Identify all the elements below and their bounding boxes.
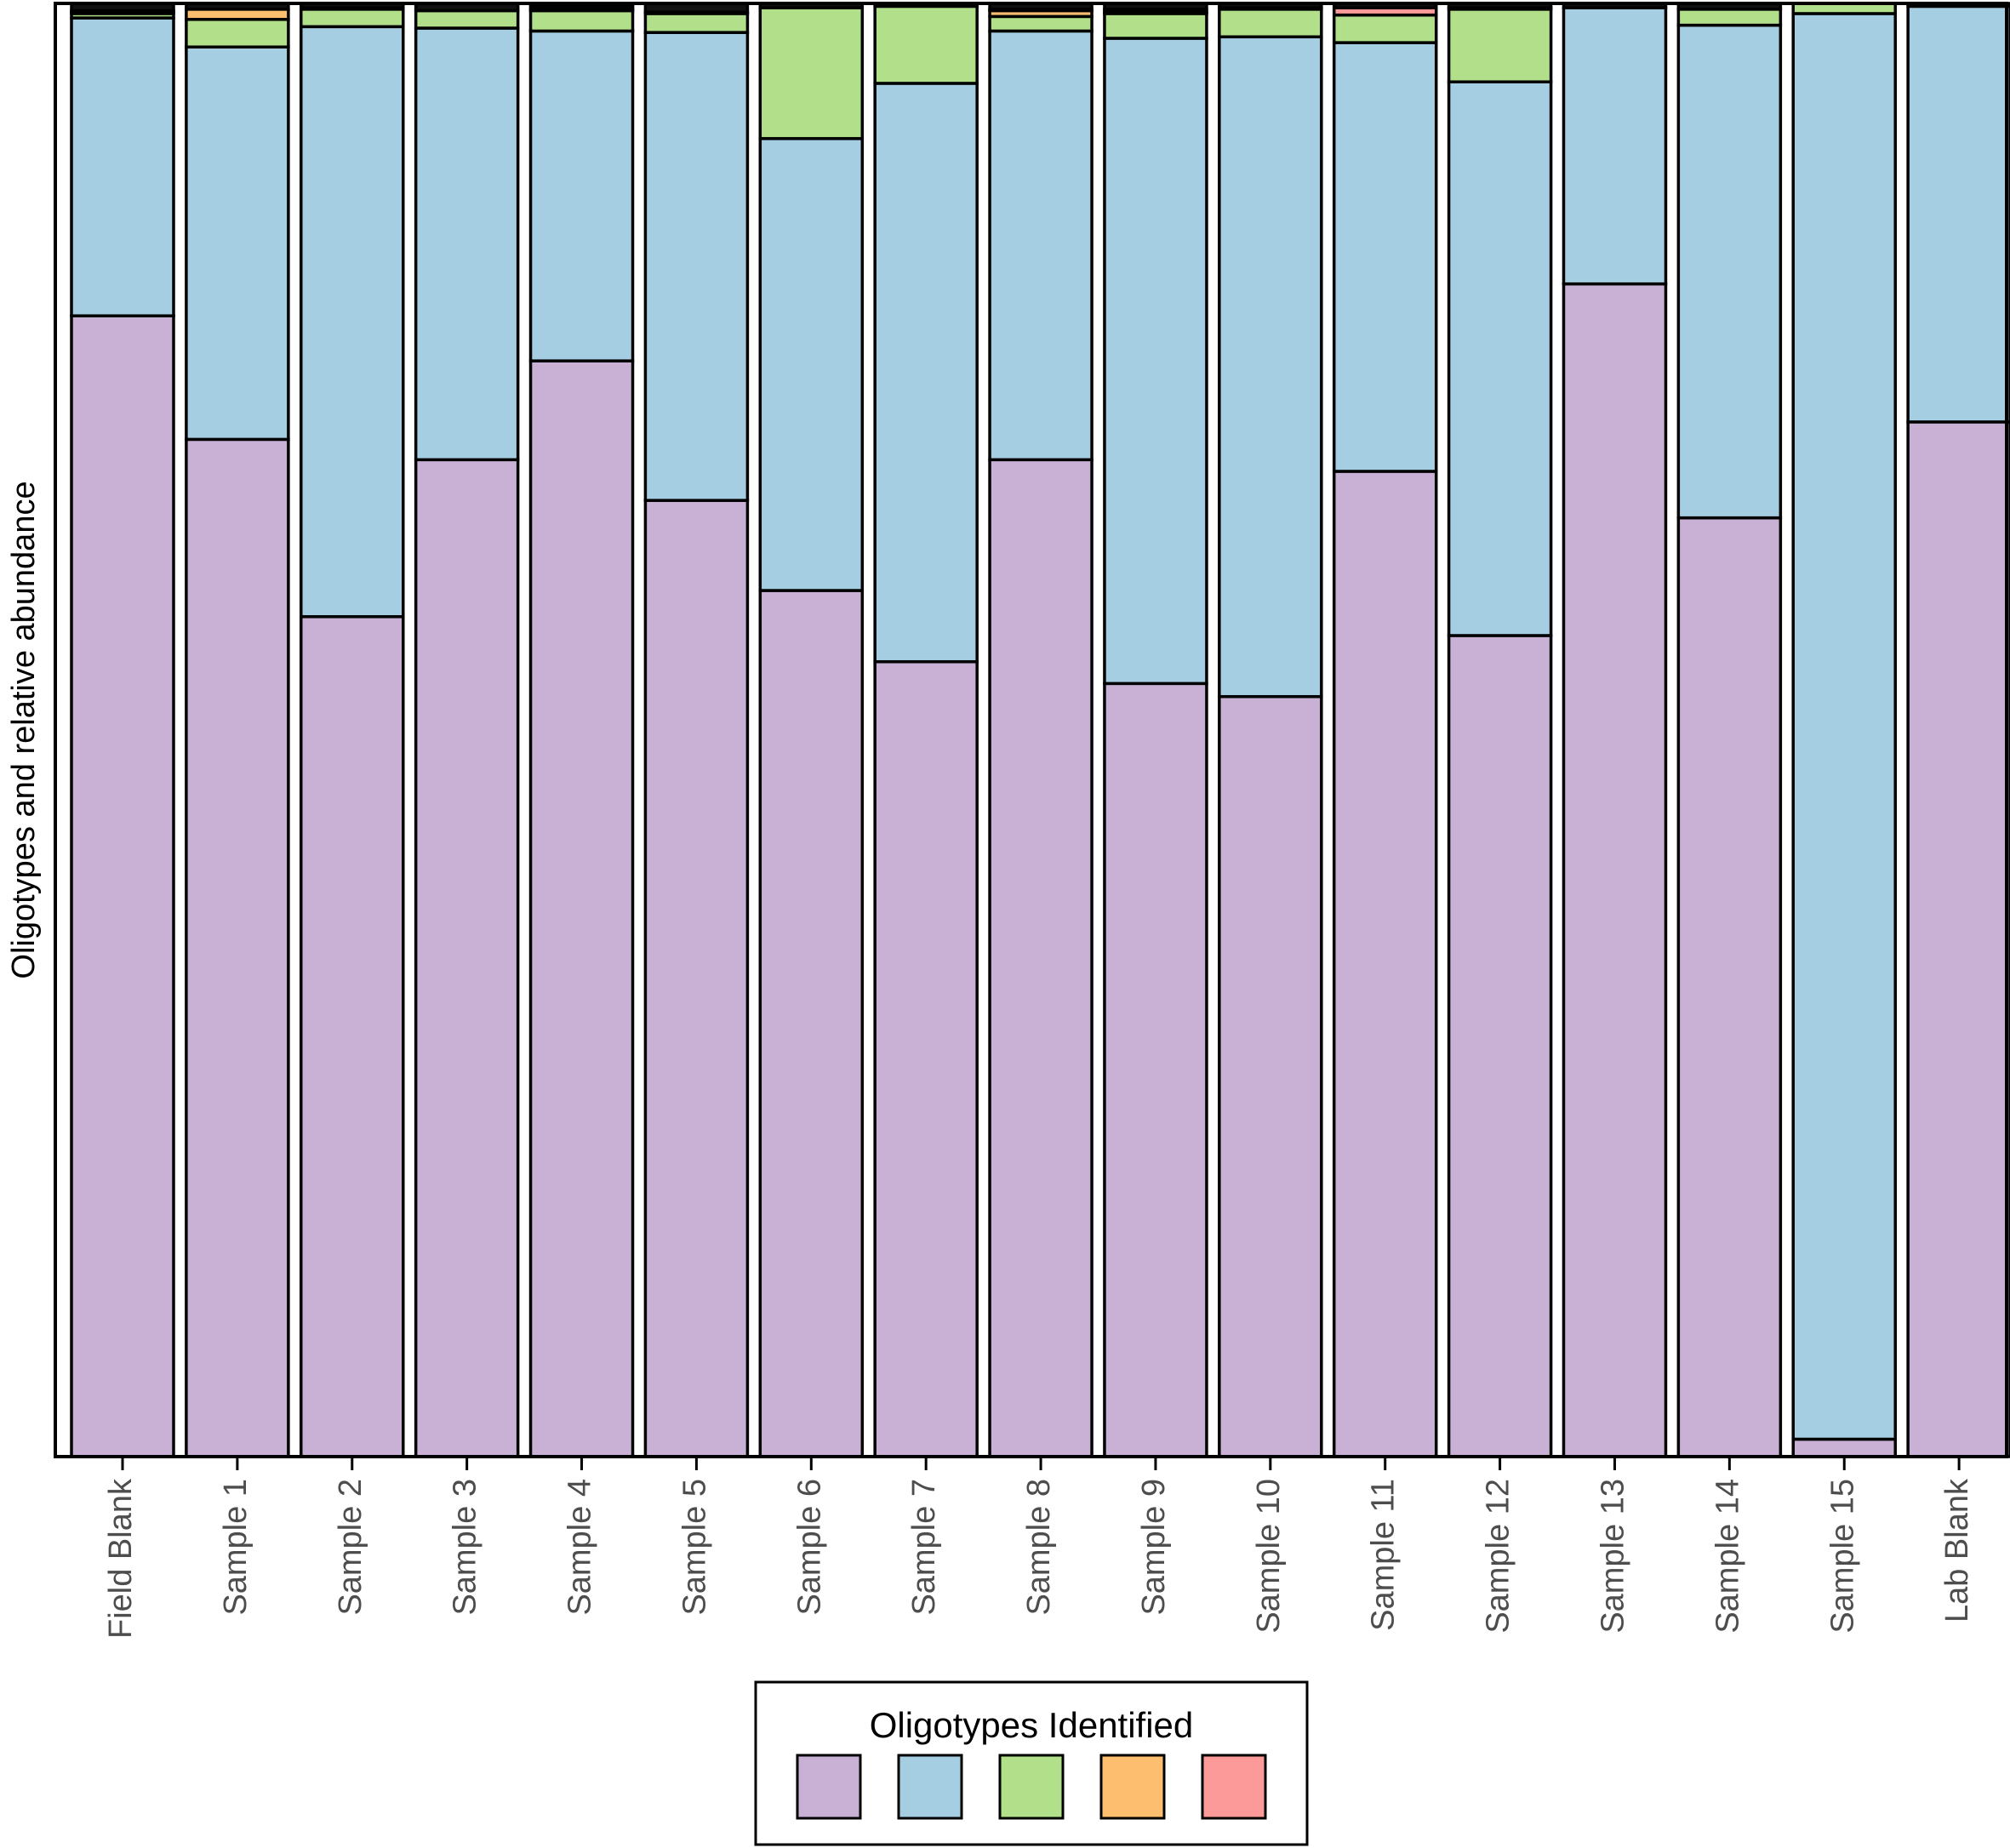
bar-segment-14-series-1	[1562, 282, 1668, 1458]
bar-segment-12-series-2	[1332, 41, 1438, 473]
legend-title: Oligotypes Identified	[870, 1705, 1194, 1745]
x-ticks-layer	[121, 1458, 1961, 1470]
bar-segment-17-series-1	[1906, 420, 2010, 1458]
plot-frame	[54, 2, 2008, 1458]
bar-segment-10-series-2	[1103, 37, 1208, 686]
legend: Oligotypes Identified	[754, 1680, 1309, 1846]
bar-segment-11-series-2	[1218, 35, 1323, 699]
y-axis-label: Oligotypes and relative abundance	[6, 481, 42, 978]
bar-segment-15-series-1	[1676, 516, 1783, 1458]
bar-segment-13-series-2	[1447, 80, 1553, 637]
legend-swatch-5	[1201, 1754, 1267, 1820]
bar-segment-6-series-3	[643, 12, 750, 34]
x-tick-label-15: Sample 14	[1710, 1479, 1745, 1634]
x-tick-label-8: Sample 7	[906, 1479, 942, 1616]
x-tick-label-3: Sample 2	[333, 1479, 368, 1616]
bar-segment-5-series-3	[528, 9, 635, 33]
bar-segment-8-series-1	[873, 659, 979, 1458]
bar-segment-10-series-1	[1103, 682, 1208, 1458]
bar-segment-3-series-3	[300, 8, 405, 29]
x-tick-label-1: Field Blank	[103, 1478, 139, 1639]
x-tick-label-10: Sample 9	[1136, 1479, 1172, 1616]
x-tick-label-9: Sample 8	[1021, 1479, 1057, 1616]
bar-segment-4-series-2	[414, 26, 520, 462]
bar-segment-16-series-1	[1791, 1437, 1897, 1458]
bar-segment-8-series-2	[873, 82, 979, 664]
bar-segment-8-series-3	[873, 4, 979, 85]
bar-segment-2-series-3	[185, 18, 290, 48]
bar-segment-4-series-3	[414, 9, 520, 30]
x-tick-label-17: Lab Blank	[1939, 1478, 1975, 1623]
bar-segment-1-series-1	[70, 314, 175, 1458]
bar-segment-15-series-2	[1676, 23, 1783, 520]
bar-segment-2-series-4	[185, 8, 290, 21]
bar-segment-16-series-2	[1791, 12, 1897, 1441]
legend-swatches	[796, 1754, 1267, 1820]
bar-segment-7-series-1	[758, 589, 865, 1458]
bar-segment-10-series-3	[1103, 12, 1208, 40]
x-tick-label-6: Sample 5	[677, 1479, 712, 1616]
bar-segment-9-series-1	[988, 458, 1094, 1458]
bar-segment-13-series-3	[1447, 8, 1553, 83]
bar-segment-13-series-1	[1447, 634, 1553, 1458]
bar-segment-7-series-3	[758, 6, 865, 140]
legend-swatch-2	[897, 1754, 963, 1820]
bar-segment-7-series-2	[758, 137, 865, 592]
bar-segment-2-series-2	[185, 45, 290, 442]
x-tick-label-7: Sample 6	[791, 1479, 827, 1616]
bars-layer	[70, 2, 2010, 1458]
legend-swatch-1	[796, 1754, 862, 1820]
bar-segment-4-series-1	[414, 458, 520, 1458]
bar-segment-1-series-2	[70, 16, 175, 317]
x-tick-label-12: Sample 11	[1366, 1479, 1402, 1631]
x-tick-label-2: Sample 1	[218, 1479, 254, 1616]
x-tick-labels-layer: Field Blank Sample 1 Sample 2 Sample 3 Sampl…	[103, 1478, 1975, 1639]
bar-segment-9-series-2	[988, 29, 1094, 462]
bar-segment-11-series-3	[1218, 8, 1323, 39]
bar-segment-5-series-1	[528, 359, 635, 1458]
bar-segment-9-series-3	[988, 14, 1094, 33]
bar-segment-6-series-1	[643, 499, 750, 1458]
bar-segment-3-series-1	[300, 615, 405, 1458]
x-tick-label-13: Sample 12	[1481, 1479, 1516, 1634]
x-tick-label-14: Sample 13	[1596, 1479, 1631, 1634]
bar-segment-2-series-1	[185, 437, 290, 1458]
bar-segment-11-series-1	[1218, 694, 1323, 1458]
bar-segment-3-series-2	[300, 25, 405, 619]
x-tick-label-5: Sample 4	[562, 1479, 598, 1616]
x-tick-label-11: Sample 10	[1251, 1479, 1287, 1634]
bar-segment-12-series-1	[1332, 470, 1438, 1458]
bar-segment-12-series-3	[1332, 13, 1438, 44]
bar-segment-17-series-2	[1906, 4, 2010, 424]
x-tick-label-4: Sample 3	[448, 1479, 483, 1616]
legend-swatch-3	[998, 1754, 1065, 1820]
bar-segment-15-series-3	[1676, 8, 1783, 27]
x-tick-label-16: Sample 15	[1824, 1479, 1860, 1634]
bar-segment-6-series-2	[643, 31, 750, 502]
bar-segment-5-series-2	[528, 29, 635, 362]
legend-swatch-4	[1099, 1754, 1166, 1820]
bar-segment-14-series-2	[1562, 6, 1668, 286]
